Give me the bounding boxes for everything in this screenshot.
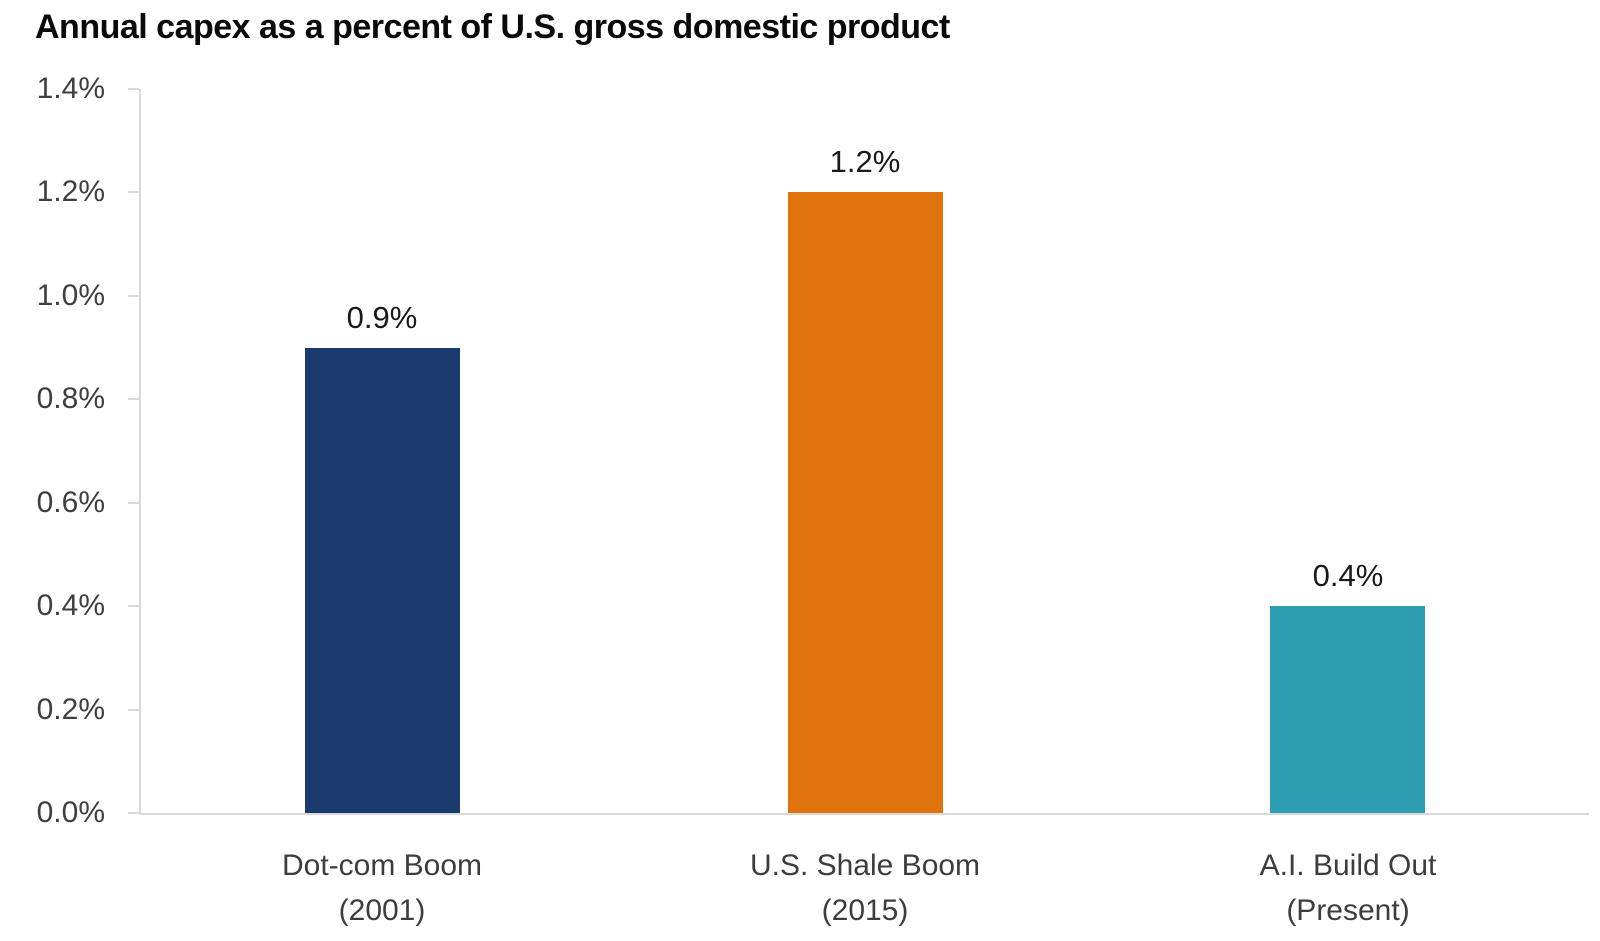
y-axis-tick-label-1-2: 1.2% xyxy=(36,175,105,209)
x-axis-category-label-u-s-shale-boom-2015-line-1: U.S. Shale Boom xyxy=(749,849,981,882)
bar-u-s-shale-boom-2015 xyxy=(788,192,943,813)
y-axis-tick-mark-1-2 xyxy=(128,191,139,194)
x-axis-category-label-dot-com-boom-2001-line-1: Dot-com Boom xyxy=(281,849,483,882)
y-axis-tick-label-0-6: 0.6% xyxy=(36,485,105,519)
bar-a-i-build-out-present xyxy=(1270,606,1425,813)
y-axis-tick-label-0-2: 0.2% xyxy=(36,692,105,726)
x-axis-category-label-dot-com-boom-2001-line-2: (2001) xyxy=(338,894,426,927)
y-axis-tick-label-0-4: 0.4% xyxy=(36,589,105,623)
bar-value-label-u-s-shale-boom-2015: 1.2% xyxy=(829,144,901,179)
y-axis-tick-mark-1-0 xyxy=(128,294,139,297)
bar-value-label-a-i-build-out-present: 0.4% xyxy=(1312,558,1384,593)
chart-title: Annual capex as a percent of U.S. gross … xyxy=(35,8,950,46)
y-axis-tick-mark-0-0 xyxy=(128,812,139,814)
x-axis-category-label-u-s-shale-boom-2015-line-2: (2015) xyxy=(821,894,909,927)
y-axis-tick-label-0-0: 0.0% xyxy=(36,796,105,829)
y-axis-tick-mark-0-4 xyxy=(128,605,139,608)
x-axis-category-label-a-i-build-out-present-line-1: A.I. Build Out xyxy=(1259,849,1437,882)
y-axis-tick-mark-0-8 xyxy=(128,398,139,401)
x-axis-category-label-u-s-shale-boom-2015: U.S. Shale Boom (2015) xyxy=(625,843,1105,933)
y-axis-tick-label-1-4: 1.4% xyxy=(36,72,105,105)
x-axis-category-label-dot-com-boom-2001: Dot-com Boom (2001) xyxy=(142,843,622,933)
x-axis-category-label-a-i-build-out-present-line-2: (Present) xyxy=(1286,894,1410,927)
x-axis-category-label-a-i-build-out-present: A.I. Build Out (Present) xyxy=(1108,843,1588,933)
bar-dot-com-boom-2001 xyxy=(305,348,460,813)
plot-area: 0.0% 0.2% 0.4% 0.6% 0.8% 1.0% 1.2% 1.4% 0.9% Dot-… xyxy=(37,74,1589,927)
y-axis-tick-label-1-0: 1.0% xyxy=(36,278,105,312)
bar-value-label-dot-com-boom-2001: 0.9% xyxy=(346,300,418,335)
y-axis-tick-label-0-8: 0.8% xyxy=(36,382,105,416)
y-axis-tick-mark-0-6 xyxy=(128,501,139,504)
y-axis-tick-mark-0-2 xyxy=(128,708,139,711)
y-axis-tick-mark-1-4 xyxy=(128,88,139,90)
